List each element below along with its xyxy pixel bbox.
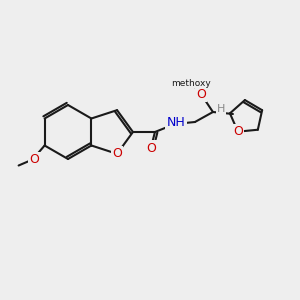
Text: methoxy: methoxy [171,79,211,88]
Text: O: O [146,142,156,154]
Text: H: H [217,104,225,114]
Text: O: O [30,153,40,166]
Text: O: O [112,147,122,160]
Text: NH: NH [167,116,185,130]
Text: O: O [233,125,243,138]
Text: O: O [196,88,206,100]
